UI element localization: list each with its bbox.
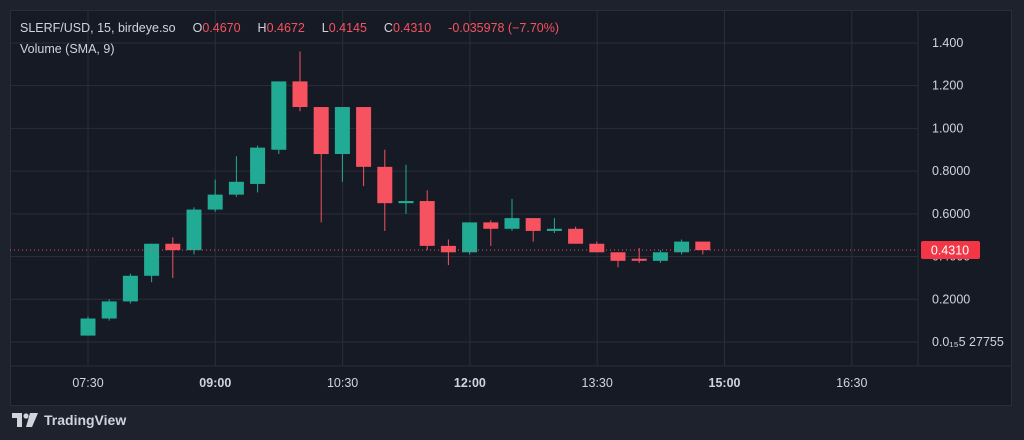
candle[interactable]: [631, 248, 647, 263]
open-value: 0.4670: [202, 21, 241, 35]
x-tick-label: 15:00: [709, 376, 741, 390]
candle-body: [292, 81, 308, 108]
high-value: 0.4672: [266, 21, 305, 35]
candle[interactable]: [504, 198, 520, 231]
candle-body: [631, 258, 647, 261]
last-price-badge: [921, 240, 980, 259]
candle-body: [313, 107, 329, 155]
grid-lines: [10, 10, 1012, 367]
x-tick-label: 10:30: [327, 376, 358, 390]
x-tick-label: 16:30: [836, 376, 867, 390]
y-tick-label: 1.400: [932, 36, 963, 50]
y-tick-label: 1.000: [932, 121, 963, 135]
candle[interactable]: [144, 243, 160, 283]
candle-body: [186, 209, 202, 251]
candle[interactable]: [122, 273, 138, 304]
close-value: 0.4310: [392, 21, 432, 35]
candle-body: [589, 243, 605, 253]
candle-body: [652, 252, 668, 261]
candle[interactable]: [334, 107, 350, 182]
candle-body: [334, 107, 350, 155]
tradingview-label: TradingView: [44, 412, 127, 428]
candle-body: [525, 218, 541, 231]
candle-body: [377, 166, 393, 204]
candle[interactable]: [101, 299, 117, 321]
y-tick-label: 0.0₁₅5 27755: [932, 335, 1004, 349]
close-label: C: [383, 21, 393, 35]
x-tick-label: 13:30: [582, 376, 613, 390]
x-tick-label: 12:00: [454, 376, 486, 390]
x-tick-label: 09:00: [199, 376, 231, 390]
candle[interactable]: [271, 81, 287, 155]
candle-body: [674, 241, 690, 253]
candle-body: [144, 243, 160, 276]
candles: [80, 51, 711, 336]
candle-body: [207, 194, 223, 210]
candle[interactable]: [483, 220, 499, 246]
low-label: L: [321, 21, 329, 35]
candle-body: [440, 245, 456, 253]
candle[interactable]: [377, 149, 393, 231]
chart-panel[interactable]: [10, 10, 1012, 406]
candle[interactable]: [652, 250, 668, 263]
x-tick-label: 07:30: [72, 376, 103, 390]
candle[interactable]: [80, 316, 96, 336]
y-axis-labels: 1.4001.2001.0000.80000.60000.40000.20000…: [932, 36, 1004, 349]
ohlc-legend: SLERF/USD, 15, birdeye.so O0.4670 H0.467…: [20, 20, 559, 36]
candle-body: [356, 107, 372, 167]
candle[interactable]: [568, 226, 584, 244]
candle[interactable]: [440, 239, 456, 266]
candle-body: [546, 228, 562, 231]
candle-body: [80, 318, 96, 336]
candle-body: [610, 252, 626, 261]
y-tick-label: 0.8000: [932, 164, 970, 178]
candle[interactable]: [356, 107, 372, 187]
candle-body: [228, 181, 244, 195]
tradingview-logo-icon: [12, 413, 38, 427]
candle[interactable]: [398, 164, 414, 214]
candle-body: [504, 218, 520, 229]
candle[interactable]: [674, 239, 690, 255]
change-value: -0.035978 (−7.70%): [448, 21, 559, 35]
candle[interactable]: [165, 237, 181, 278]
candle-body: [101, 301, 117, 319]
last-price-line: 0.4310: [10, 240, 980, 259]
candle-body: [568, 228, 584, 244]
candle[interactable]: [589, 241, 605, 253]
x-axis-labels: 07:30 09:00 10:30 12:00 13:30 15:00 16:30: [72, 376, 867, 390]
candle[interactable]: [313, 107, 329, 223]
candle-body: [462, 222, 478, 253]
candle[interactable]: [250, 145, 266, 193]
candle[interactable]: [462, 222, 478, 255]
high-label: H: [257, 21, 267, 35]
candle-body: [398, 201, 414, 204]
y-tick-label: 0.6000: [932, 207, 970, 221]
candle[interactable]: [610, 252, 626, 268]
candle[interactable]: [186, 207, 202, 255]
candle[interactable]: [695, 241, 711, 255]
candle[interactable]: [292, 51, 308, 112]
candle-body: [250, 147, 266, 184]
y-tick-label: 1.200: [932, 79, 963, 93]
candle[interactable]: [228, 156, 244, 197]
tradingview-brand[interactable]: TradingView: [12, 410, 126, 430]
candle-body: [695, 241, 711, 251]
candle-body: [271, 81, 287, 150]
candle-body: [483, 222, 499, 229]
symbol-label[interactable]: SLERF/USD, 15, birdeye.so: [20, 21, 176, 35]
candle[interactable]: [419, 190, 435, 251]
candle[interactable]: [525, 218, 541, 242]
candle[interactable]: [207, 179, 223, 212]
volume-legend[interactable]: Volume (SMA, 9): [20, 42, 115, 56]
candle-body: [122, 275, 138, 302]
candle[interactable]: [546, 218, 562, 234]
low-value: 0.4145: [328, 21, 367, 35]
candle-body: [419, 201, 435, 246]
candle-body: [165, 243, 181, 251]
last-price-label: 0.4310: [931, 243, 969, 257]
open-label: O: [192, 21, 203, 35]
y-tick-label: 0.2000: [932, 292, 970, 306]
